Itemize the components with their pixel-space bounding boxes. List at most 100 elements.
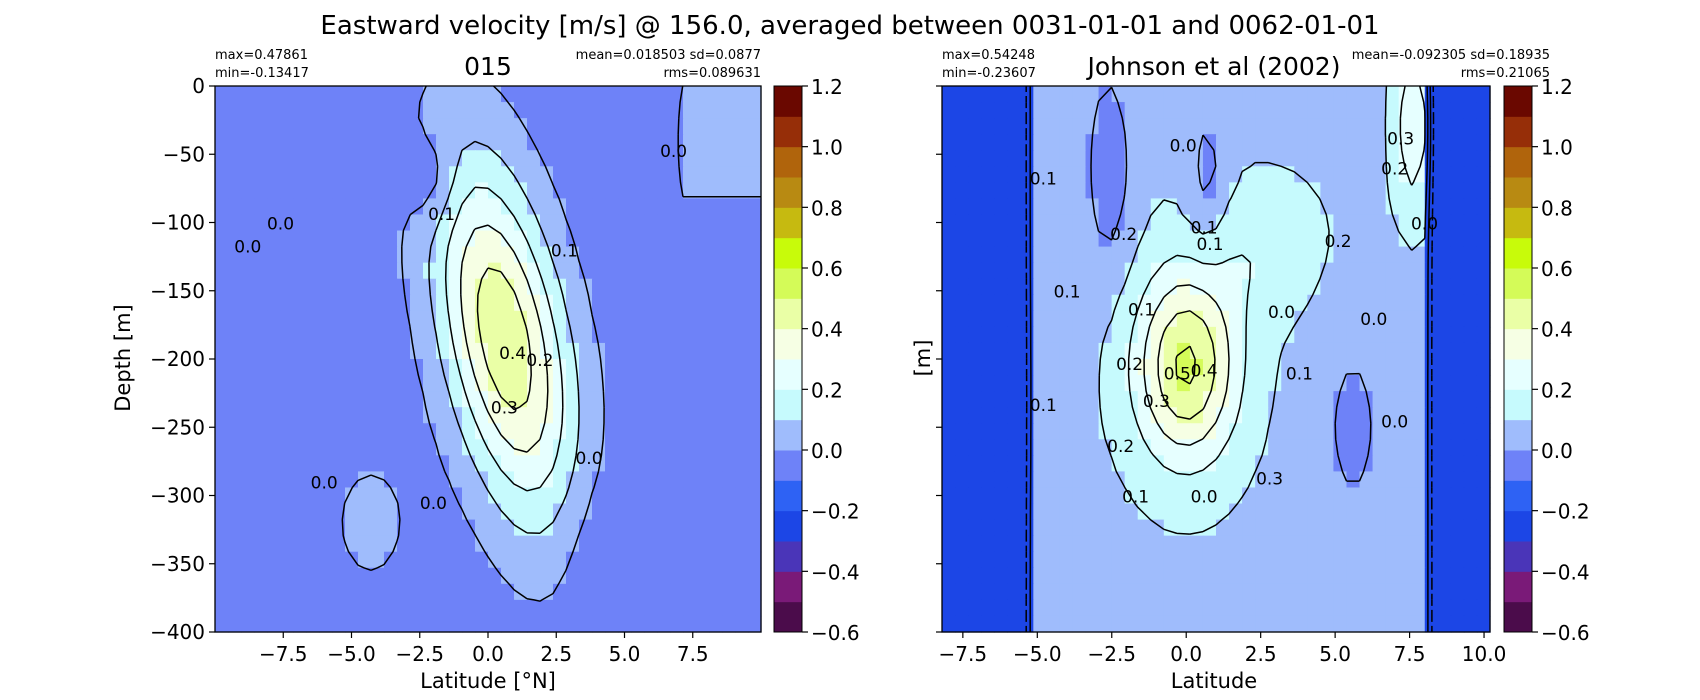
heatmap-cell — [215, 519, 229, 537]
heatmap-cell — [1163, 583, 1178, 601]
heatmap-cell — [527, 583, 541, 601]
heatmap-cell — [332, 166, 346, 183]
heatmap-cell — [1411, 583, 1426, 601]
heatmap-cell — [1346, 391, 1361, 408]
heatmap-cell — [475, 551, 489, 569]
heatmap-cell — [644, 102, 658, 119]
heatmap-cell — [293, 198, 307, 216]
heatmap-cell — [280, 278, 294, 296]
heatmap-cell — [1137, 407, 1152, 424]
heatmap-cell — [332, 423, 346, 440]
heatmap-cell — [657, 342, 671, 360]
heatmap-cell — [280, 471, 294, 489]
heatmap-cell — [1189, 567, 1204, 585]
heatmap-cell — [267, 391, 281, 408]
heatmap-cell — [1163, 375, 1178, 392]
heatmap-cell — [293, 118, 307, 135]
heatmap-cell — [735, 326, 749, 344]
heatmap-cell — [1281, 118, 1295, 135]
heatmap-cell — [942, 326, 956, 344]
heatmap-cell — [1124, 134, 1139, 151]
heatmap-cell — [1229, 118, 1243, 135]
heatmap-cell — [1268, 487, 1282, 505]
heatmap-cell — [319, 326, 333, 344]
heatmap-cell — [968, 407, 982, 424]
heatmap-cell — [644, 134, 658, 151]
heatmap-cell — [1189, 423, 1204, 440]
heatmap-cell — [358, 519, 372, 537]
heatmap-cell — [579, 198, 593, 216]
heatmap-cell — [1359, 567, 1374, 585]
heatmap-cell — [1098, 214, 1113, 232]
heatmap-cell — [994, 567, 1008, 585]
heatmap-cell — [1255, 86, 1269, 103]
heatmap-cell — [1320, 615, 1335, 633]
heatmap-cell — [1333, 503, 1348, 521]
heatmap-cell — [319, 342, 333, 360]
heatmap-cell — [1359, 294, 1374, 312]
heatmap-cell — [1255, 262, 1269, 280]
heatmap-cell — [735, 567, 749, 585]
heatmap-cell — [449, 535, 463, 553]
heatmap-cell — [1346, 471, 1361, 489]
heatmap-cell — [955, 182, 969, 200]
heatmap-cell — [566, 198, 580, 216]
colorbar-swatch — [1504, 480, 1532, 512]
heatmap-cell — [1242, 455, 1256, 473]
heatmap-cell — [696, 230, 710, 248]
heatmap-cell — [1150, 551, 1165, 569]
heatmap-cell — [1463, 439, 1478, 456]
heatmap-cell — [1242, 535, 1256, 553]
heatmap-cell — [1085, 487, 1100, 505]
heatmap-cell — [1281, 375, 1295, 392]
heatmap-cell — [683, 230, 697, 248]
heatmap-cell — [1463, 246, 1478, 264]
heatmap-cell — [1216, 551, 1230, 569]
heatmap-cell — [670, 535, 684, 553]
heatmap-cell — [942, 487, 956, 505]
heatmap-cell — [631, 583, 645, 601]
heatmap-cell — [981, 503, 995, 521]
heatmap-cell — [540, 118, 554, 135]
heatmap-cell — [1202, 294, 1217, 312]
heatmap-cell — [1059, 214, 1074, 232]
heatmap-cell — [1137, 262, 1152, 280]
heatmap-cell — [657, 86, 671, 103]
heatmap-cell — [1463, 455, 1478, 473]
heatmap-cell — [1202, 246, 1217, 264]
heatmap-cell — [254, 102, 268, 119]
heatmap-cell — [1046, 182, 1061, 200]
heatmap-cell — [293, 86, 307, 103]
heatmap-cell — [1255, 471, 1269, 489]
heatmap-cell — [1398, 615, 1413, 633]
heatmap-cell — [605, 567, 619, 585]
heatmap-cell — [657, 310, 671, 328]
heatmap-cell — [1333, 615, 1348, 633]
heatmap-cell — [683, 246, 697, 264]
heatmap-cell — [462, 230, 476, 248]
x-tick-label: −2.5 — [395, 642, 444, 666]
heatmap-cell — [241, 423, 255, 440]
heatmap-cell — [955, 519, 969, 537]
heatmap-cell — [1098, 551, 1113, 569]
heatmap-cell — [1294, 423, 1308, 440]
heatmap-cell — [1242, 471, 1256, 489]
colorbar-obs: 1.21.00.80.60.40.20.0−0.2−0.4−0.6 — [1503, 75, 1590, 645]
heatmap-cell — [1046, 246, 1061, 264]
heatmap-cell — [631, 375, 645, 392]
heatmap-cell — [1346, 294, 1361, 312]
heatmap-cell — [1059, 182, 1074, 200]
heatmap-cell — [566, 615, 580, 633]
heatmap-cell — [1268, 583, 1282, 601]
heatmap-cell — [618, 118, 632, 135]
heatmap-cell — [215, 375, 229, 392]
heatmap-cell — [1398, 198, 1413, 216]
heatmap-cell — [1333, 102, 1348, 119]
heatmap-cell — [1163, 150, 1178, 167]
heatmap-cell — [280, 567, 294, 585]
heatmap-cell — [423, 342, 437, 360]
heatmap-cell — [748, 567, 762, 585]
heatmap-cell — [332, 471, 346, 489]
heatmap-cell — [1398, 423, 1413, 440]
heatmap-cell — [384, 310, 398, 328]
